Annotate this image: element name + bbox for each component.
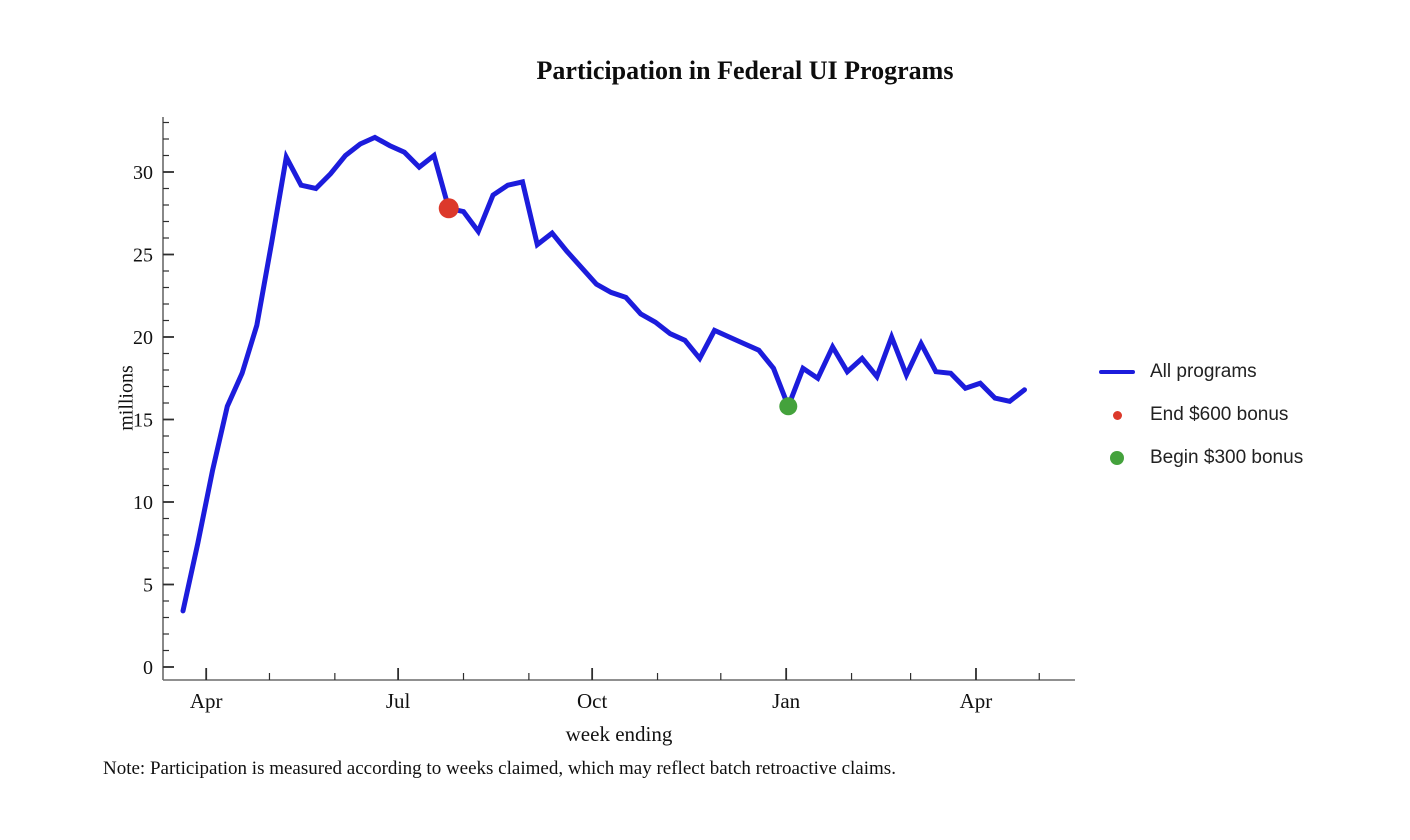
y-tick-label: 5: [143, 575, 153, 597]
legend-label: Begin $300 bonus: [1150, 447, 1304, 468]
y-tick-label: 0: [143, 657, 153, 679]
x-axis-label: week ending: [565, 722, 673, 746]
legend-item-begin-300-bonus: Begin $300 bonus: [1098, 446, 1303, 470]
x-tick-label: Apr: [190, 689, 223, 713]
begin-300-bonus-dot: [779, 397, 798, 416]
legend-item-all-programs: All programs: [1098, 360, 1303, 384]
y-axis-label: millions: [115, 365, 138, 431]
y-tick-label: 30: [133, 162, 153, 184]
end-600-bonus-dot: [438, 198, 459, 219]
y-tick-label: 25: [133, 245, 153, 267]
y-tick-label: 10: [133, 492, 153, 514]
chart-title: Participation in Federal UI Programs: [536, 56, 954, 85]
legend-label: End $600 bonus: [1150, 404, 1289, 425]
legend-item-end-600-bonus: End $600 bonus: [1098, 403, 1303, 427]
y-tick-label: 15: [133, 410, 153, 432]
green-dot-icon: [1098, 451, 1136, 465]
legend: All programs End $600 bonus Begin $300 b…: [1098, 360, 1303, 489]
x-tick-label: Jul: [386, 689, 411, 713]
x-tick-label: Oct: [577, 689, 607, 713]
red-dot-icon: [1098, 410, 1136, 420]
line-swatch-icon: [1098, 370, 1136, 374]
y-tick-label: 20: [133, 327, 153, 349]
all-programs-line: [180, 134, 1027, 614]
legend-label: All programs: [1150, 361, 1257, 382]
x-tick-label: Apr: [960, 689, 993, 713]
note-text: Note: Participation is measured accordin…: [103, 758, 896, 779]
x-tick-label: Jan: [772, 689, 800, 713]
